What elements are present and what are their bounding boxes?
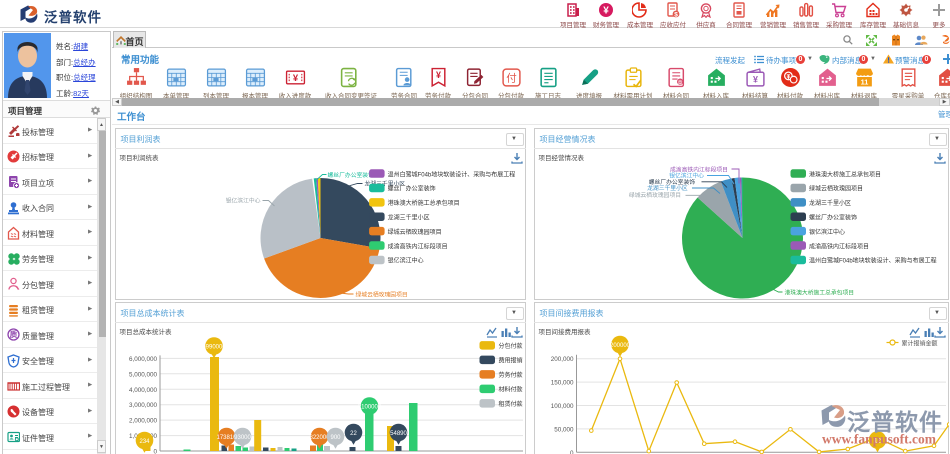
svg-text:22: 22 [350,431,357,437]
svg-text:4,000,000: 4,000,000 [128,387,157,394]
svg-text:温州白鹭城F04b地块软装设计、采购与布展工程: 温州白鹭城F04b地块软装设计、采购与布展工程 [387,170,515,178]
svg-text:200,000: 200,000 [550,356,573,363]
svg-text:54890: 54890 [390,431,407,437]
svg-text:质: 质 [10,329,18,339]
svg-text:2,000,000: 2,000,000 [128,418,157,425]
svg-text:绿城云栖玫瑰园项目: 绿城云栖玫瑰园项目 [809,185,863,193]
svg-text:2100000: 2100000 [357,405,381,411]
svg-text:www.fanpusoft.com: www.fanpusoft.com [822,432,937,447]
svg-text:成渝高铁内江标段项目: 成渝高铁内江标段项目 [809,242,869,250]
svg-text:付: 付 [506,72,517,85]
svg-text:234: 234 [139,439,150,445]
svg-text:5990000: 5990000 [202,345,226,351]
svg-text:龙湖三千里小区: 龙湖三千里小区 [647,184,688,192]
svg-text:螺丝厂办公室装饰: 螺丝厂办公室装饰 [648,178,695,186]
svg-text:12: 12 [874,439,881,445]
svg-text:93000: 93000 [234,435,251,441]
svg-text:温州白鹭城F04b地块软装设计、采购与布展工程: 温州白鹭城F04b地块软装设计、采购与布展工程 [809,257,937,265]
svg-text:50,000: 50,000 [554,426,574,433]
svg-text:龙湖三千里小区: 龙湖三千里小区 [364,180,405,188]
svg-text:螺丝厂办公室装饰: 螺丝厂办公室装饰 [387,185,435,193]
svg-text:螺丝厂办公室装饰: 螺丝厂办公室装饰 [327,171,374,179]
svg-text:6,000,000: 6,000,000 [128,356,157,363]
svg-text:银亿滨江中心: 银亿滨江中心 [387,257,423,265]
svg-text:累计报销金额: 累计报销金额 [901,340,937,348]
svg-text:分包付款: 分包付款 [498,342,522,350]
svg-text:3,000,000: 3,000,000 [128,402,157,409]
svg-text:5,000,000: 5,000,000 [128,371,157,378]
svg-text:¥: ¥ [436,70,441,80]
svg-text:绿城云栖玫瑰园项目: 绿城云栖玫瑰园项目 [387,228,441,236]
svg-text:章: 章 [677,79,682,86]
svg-text:成渝高铁内江标段项目: 成渝高铁内江标段项目 [670,166,728,174]
svg-text:银亿滨江中心: 银亿滨江中心 [809,228,845,236]
svg-text:泛普软件: 泛普软件 [847,409,943,435]
svg-text:绿城云栖玫瑰园项目: 绿城云栖玫瑰园项目 [628,191,680,199]
svg-text:港珠澳大桥施工总承包项目: 港珠澳大桥施工总承包项目 [387,199,459,207]
svg-text:银亿滨江中心: 银亿滨江中心 [225,197,260,205]
svg-text:绿城云栖玫瑰园项目: 绿城云栖玫瑰园项目 [355,291,407,299]
svg-text:¥: ¥ [292,73,298,84]
svg-text:900: 900 [330,435,341,441]
svg-text:租赁付款: 租赁付款 [498,400,522,408]
svg-text:100,000: 100,000 [550,403,573,410]
svg-text:银亿滨江中心: 银亿滨江中心 [669,172,704,180]
svg-text:港珠澳大桥施工总承包项目: 港珠澳大桥施工总承包项目 [809,170,881,178]
svg-text:费用报销: 费用报销 [498,357,522,365]
svg-text:成渝高铁内江标段项目: 成渝高铁内江标段项目 [387,242,447,250]
svg-text:150,000: 150,000 [550,380,573,387]
svg-text:龙湖三千里小区: 龙湖三千里小区 [387,214,429,222]
svg-text:173810: 173810 [216,435,237,441]
svg-text:200000: 200000 [609,343,630,349]
svg-text:港珠澳大桥施工总承包项目: 港珠澳大桥施工总承包项目 [784,289,854,297]
svg-text:0: 0 [153,449,157,454]
svg-text:$: $ [674,11,678,18]
svg-text:822000: 822000 [309,435,330,441]
svg-text:0: 0 [569,450,573,454]
svg-text:¥: ¥ [603,6,609,17]
svg-text:螺丝厂办公室装饰: 螺丝厂办公室装饰 [809,214,857,222]
svg-text:劳务付款: 劳务付款 [498,371,522,379]
svg-text:材料付款: 材料付款 [498,386,522,394]
svg-text:11: 11 [860,77,868,86]
svg-text:龙湖三千里小区: 龙湖三千里小区 [809,199,851,207]
svg-text:¥: ¥ [753,75,758,85]
